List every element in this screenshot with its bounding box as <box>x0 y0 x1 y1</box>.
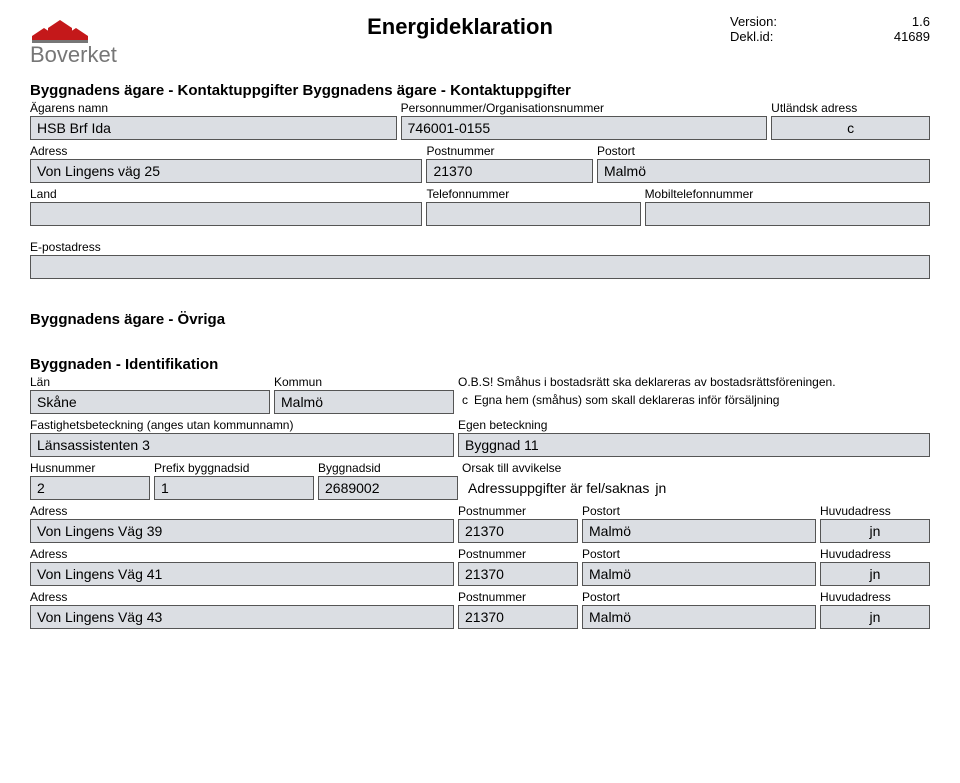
egen-label: Egen beteckning <box>458 418 930 432</box>
owner-name-field[interactable]: HSB Brf Ida <box>30 116 397 140</box>
prefix-label: Prefix byggnadsid <box>154 461 314 475</box>
huvud-label: Huvudadress <box>820 504 930 518</box>
addr-postnr-field[interactable]: 21370 <box>458 562 578 586</box>
email-label: E-postadress <box>30 240 930 254</box>
kommun-field[interactable]: Malmö <box>274 390 454 414</box>
mobil-label: Mobiltelefonnummer <box>645 187 930 201</box>
address-rows: Adress Von Lingens Väg 39 Postnummer 213… <box>30 504 930 633</box>
dekl-value: 41689 <box>894 29 930 44</box>
title-wrap: Energideklaration <box>190 14 730 40</box>
addr-field[interactable]: Von Lingens Väg 39 <box>30 519 454 543</box>
land-field[interactable] <box>30 202 422 226</box>
lan-field[interactable]: Skåne <box>30 390 270 414</box>
byggid-label: Byggnadsid <box>318 461 458 475</box>
addr-postnr-field[interactable]: 21370 <box>458 605 578 629</box>
addr-field[interactable]: Von Lingens Väg 43 <box>30 605 454 629</box>
version-label: Version: <box>730 14 777 29</box>
address-label: Adress <box>30 144 422 158</box>
addr-postnr-label: Postnummer <box>458 590 578 604</box>
address-row: Adress Von Lingens Väg 41 Postnummer 213… <box>30 547 930 590</box>
dekl-label: Dekl.id: <box>730 29 773 44</box>
husnr-label: Husnummer <box>30 461 150 475</box>
version-value: 1.6 <box>912 14 930 29</box>
land-label: Land <box>30 187 422 201</box>
huvud-mark: jn <box>870 566 881 582</box>
postort-field[interactable]: Malmö <box>597 159 930 183</box>
address-row: Adress Von Lingens Väg 39 Postnummer 213… <box>30 504 930 547</box>
orgnr-label: Personnummer/Organisationsnummer <box>401 101 768 115</box>
address-field[interactable]: Von Lingens väg 25 <box>30 159 422 183</box>
prefix-field[interactable]: 1 <box>154 476 314 500</box>
addr-label: Adress <box>30 547 454 561</box>
orsak-label: Orsak till avvikelse <box>462 461 930 475</box>
orgnr-field[interactable]: 746001-0155 <box>401 116 768 140</box>
addr-label: Adress <box>30 504 454 518</box>
foreign-checkbox[interactable]: c <box>771 116 930 140</box>
huvud-checkbox[interactable]: jn <box>820 519 930 543</box>
egna-mark: c <box>462 393 468 407</box>
fast-label: Fastighetsbeteckning (anges utan kommunn… <box>30 418 454 432</box>
addr-postnr-field[interactable]: 21370 <box>458 519 578 543</box>
huvud-mark: jn <box>870 523 881 539</box>
huvud-checkbox[interactable]: jn <box>820 562 930 586</box>
orsak-row[interactable]: Adressuppgifter är fel/saknas jn <box>462 476 930 500</box>
addr-postort-field[interactable]: Malmö <box>582 605 816 629</box>
obs-text: O.B.S! Småhus i bostadsrätt ska deklarer… <box>458 375 930 389</box>
page-title: Energideklaration <box>190 14 730 40</box>
foreign-mark: c <box>847 120 854 136</box>
egna-hem-row[interactable]: c Egna hem (småhus) som skall deklareras… <box>458 391 930 409</box>
lan-label: Län <box>30 375 270 389</box>
postnr-field[interactable]: 21370 <box>426 159 593 183</box>
addr-postort-label: Postort <box>582 590 816 604</box>
addr-field[interactable]: Von Lingens Väg 41 <box>30 562 454 586</box>
tel-label: Telefonnummer <box>426 187 640 201</box>
orsak-mark: jn <box>655 480 666 496</box>
egna-hem-text: Egna hem (småhus) som skall deklareras i… <box>474 393 779 407</box>
huvud-label: Huvudadress <box>820 590 930 604</box>
addr-postort-field[interactable]: Malmö <box>582 519 816 543</box>
addr-postort-label: Postort <box>582 547 816 561</box>
byggid-field[interactable]: 2689002 <box>318 476 458 500</box>
addr-postnr-label: Postnummer <box>458 504 578 518</box>
meta: Version: 1.6 Dekl.id: 41689 <box>730 14 930 44</box>
mobil-field[interactable] <box>645 202 930 226</box>
page-header: Boverket Energideklaration Version: 1.6 … <box>30 14 930 70</box>
addr-postnr-label: Postnummer <box>458 547 578 561</box>
huvud-label: Huvudadress <box>820 547 930 561</box>
logo: Boverket <box>30 14 190 70</box>
huvud-mark: jn <box>870 609 881 625</box>
owner-name-label: Ägarens namn <box>30 101 397 115</box>
postnr-label: Postnummer <box>426 144 593 158</box>
section-ident-heading: Byggnaden - Identifikation <box>30 356 930 373</box>
addr-label: Adress <box>30 590 454 604</box>
email-field[interactable] <box>30 255 930 279</box>
husnr-field[interactable]: 2 <box>30 476 150 500</box>
logo-text: Boverket <box>30 42 117 67</box>
kommun-label: Kommun <box>274 375 454 389</box>
orsak-text: Adressuppgifter är fel/saknas <box>468 480 649 496</box>
foreign-label: Utländsk adress <box>771 101 930 115</box>
address-row: Adress Von Lingens Väg 43 Postnummer 213… <box>30 590 930 633</box>
tel-field[interactable] <box>426 202 640 226</box>
fast-field[interactable]: Länsassistenten 3 <box>30 433 454 457</box>
huvud-checkbox[interactable]: jn <box>820 605 930 629</box>
section-owner-heading: Byggnadens ägare - Kontaktuppgifter Bygg… <box>30 82 930 99</box>
addr-postort-field[interactable]: Malmö <box>582 562 816 586</box>
addr-postort-label: Postort <box>582 504 816 518</box>
egen-field[interactable]: Byggnad 11 <box>458 433 930 457</box>
section-ovriga-heading: Byggnadens ägare - Övriga <box>30 311 930 328</box>
postort-label: Postort <box>597 144 930 158</box>
boverket-logo: Boverket <box>30 14 170 70</box>
